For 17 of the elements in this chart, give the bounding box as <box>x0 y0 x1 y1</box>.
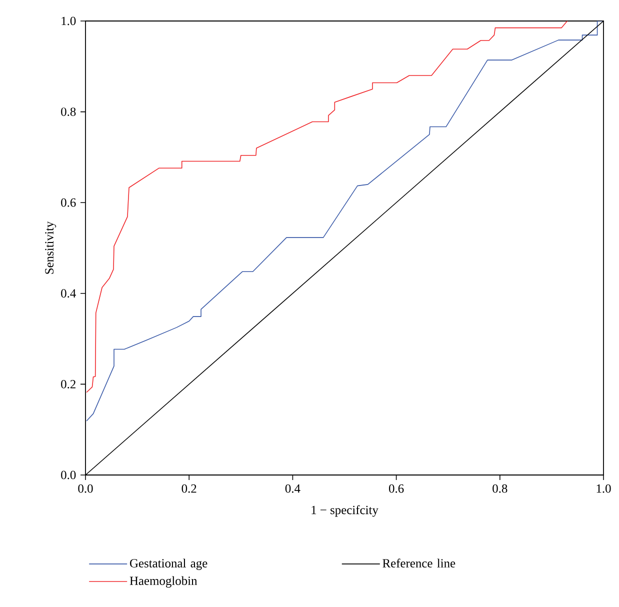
y-tick-label: 0.0 <box>61 470 76 480</box>
x-axis-title: 1 − specifcity <box>312 505 378 517</box>
y-tick-label: 0.8 <box>61 108 76 116</box>
y-tick-label: 0.4 <box>61 289 76 298</box>
y-tick-label: 0.6 <box>61 198 76 207</box>
legend-label: Reference line <box>382 558 456 568</box>
x-tick-label: 0.2 <box>182 484 196 493</box>
y-tick-label: 1.0 <box>62 16 76 26</box>
legend-label: Haemoglobin <box>130 576 198 588</box>
y-tick-label: 0.2 <box>61 380 76 388</box>
x-tick-label: 0.6 <box>388 484 404 493</box>
y-axis-title: Sensitivity <box>45 221 56 274</box>
x-tick-label: 0.8 <box>492 484 508 493</box>
legend-label: Gestational age <box>130 558 208 570</box>
x-tick-label: 0.0 <box>78 484 93 493</box>
x-tick-label: 1.0 <box>596 484 611 493</box>
x-tick-label: 0.4 <box>285 484 300 493</box>
